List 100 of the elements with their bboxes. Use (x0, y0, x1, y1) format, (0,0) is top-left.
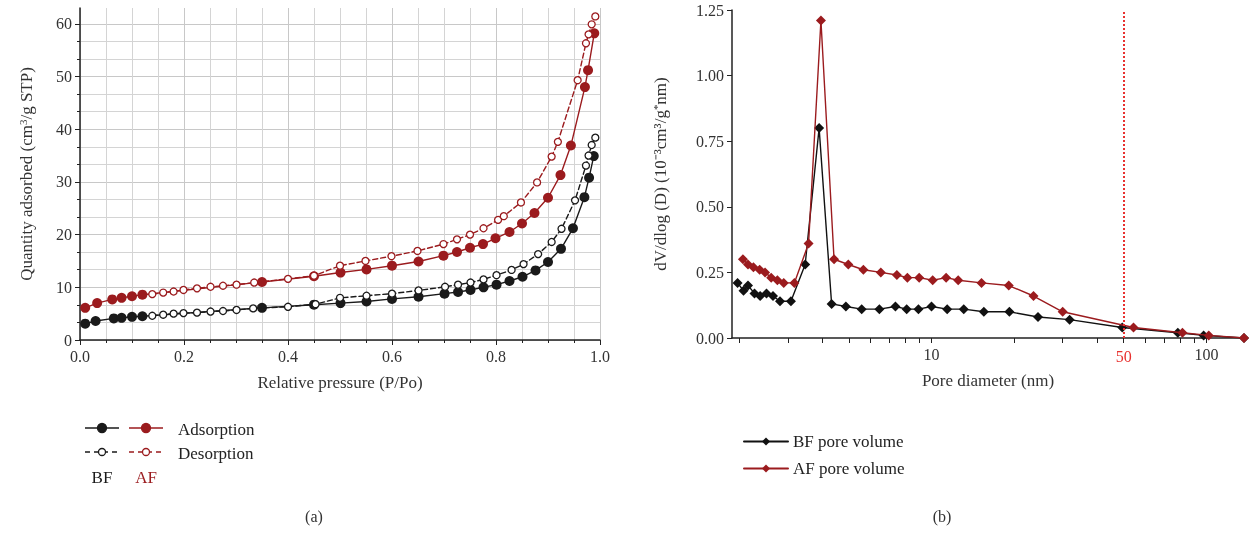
point (567, 223, 578, 234)
point (591, 133, 600, 142)
point (479, 224, 488, 233)
point (517, 271, 528, 282)
point (232, 280, 241, 289)
point (581, 39, 591, 48)
point (218, 281, 228, 290)
point (116, 312, 127, 323)
point (250, 278, 259, 287)
x-axis-title: Relative pressure (P/Po) (257, 373, 423, 392)
y-tick-label: 60 (56, 15, 72, 33)
text: Desorption (177, 443, 255, 465)
point (90, 316, 101, 327)
y-tick-label: 40 (56, 120, 72, 138)
point (581, 161, 591, 170)
x-axis-title: Pore diameter (nm) (921, 371, 1055, 390)
point (547, 237, 556, 247)
point (452, 235, 462, 244)
point (530, 265, 541, 276)
point (557, 224, 566, 233)
point (159, 310, 168, 319)
point (587, 20, 596, 29)
text: Adsorption (177, 419, 256, 441)
point (179, 308, 188, 318)
y-tick-label: 20 (56, 226, 72, 244)
point (159, 288, 168, 297)
point (507, 265, 516, 275)
point (440, 282, 450, 291)
point (148, 290, 157, 299)
point (206, 307, 215, 316)
point (169, 309, 178, 318)
y-axis-title: Quantity adsorbed (cm3/g STP) (16, 67, 36, 281)
y-axis-title: dV/dlog (D) (10⁻³cm³/g*nm) (650, 77, 670, 271)
point (362, 291, 371, 300)
point (584, 172, 595, 183)
point (591, 12, 600, 21)
point (361, 264, 372, 275)
point (519, 259, 528, 269)
text: BF (90, 467, 114, 489)
x-tick-label: 0.2 (174, 347, 194, 365)
point (579, 192, 590, 203)
x-tick-label: 100 (1194, 345, 1219, 363)
point (107, 294, 118, 305)
point (584, 151, 593, 160)
point (529, 208, 540, 218)
y-tick-label: 30 (56, 173, 72, 191)
y-tick-label: 0.75 (696, 132, 724, 150)
x-tick-label: 0.8 (486, 347, 506, 365)
point (579, 82, 590, 93)
point (570, 196, 580, 205)
point (387, 289, 397, 298)
point (283, 302, 293, 311)
point (452, 247, 462, 257)
point (192, 308, 202, 317)
point (92, 298, 103, 309)
point (499, 212, 508, 221)
point (439, 239, 448, 249)
point (438, 250, 449, 261)
x-tick-label: 0.4 (278, 347, 298, 365)
point (584, 30, 593, 39)
point (543, 257, 553, 267)
ref-line-label: 50 (1115, 347, 1132, 365)
point (116, 292, 127, 303)
point (565, 140, 576, 151)
point (387, 252, 396, 261)
x-tick-label: 0.6 (382, 347, 402, 365)
point (249, 304, 258, 313)
point (206, 282, 215, 291)
y-tick-label: 50 (56, 68, 72, 86)
point (490, 233, 501, 244)
point (504, 226, 515, 237)
y-tick-label: 0 (64, 331, 72, 349)
point (80, 318, 91, 329)
x-tick-label: 10 (923, 345, 940, 363)
y-tick-label: 1.00 (696, 67, 724, 85)
point (232, 305, 241, 315)
point (553, 137, 563, 146)
point (137, 289, 148, 300)
point (335, 261, 345, 270)
point (479, 275, 488, 284)
text: AF (134, 467, 158, 489)
point (543, 192, 553, 203)
point (413, 256, 424, 267)
point (504, 275, 515, 286)
point (583, 65, 594, 76)
point (492, 271, 501, 280)
point (413, 246, 422, 256)
point (127, 311, 137, 322)
point (218, 306, 228, 316)
point (465, 230, 475, 239)
text: (a) (305, 508, 323, 526)
y-tick-label: 0.00 (696, 329, 724, 347)
y-tick-label: 10 (56, 278, 72, 296)
legend-label: AF pore volume (793, 459, 905, 478)
point (516, 198, 526, 207)
y-tick-label: 0.25 (696, 263, 724, 281)
x-tick-label: 0.0 (70, 347, 90, 365)
point (555, 170, 566, 181)
point (453, 287, 464, 298)
legend-label: BF pore volume (793, 432, 904, 451)
